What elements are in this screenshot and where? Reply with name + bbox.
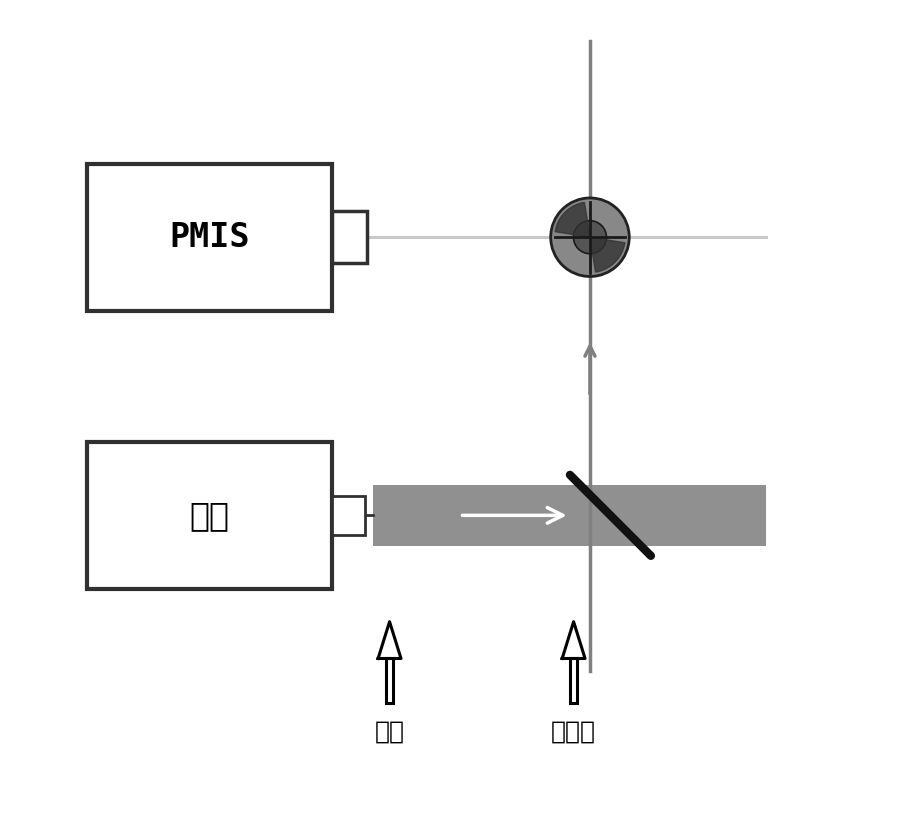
Bar [332,496,365,535]
Text: PMIS: PMIS [169,221,250,254]
Polygon shape [555,202,590,237]
Circle shape [573,221,606,254]
Bar [332,211,367,263]
Polygon shape [379,622,401,658]
Polygon shape [590,237,625,272]
Bar [86,442,332,589]
Text: 反射镜: 反射镜 [551,720,596,744]
Bar [373,484,766,546]
Circle shape [551,198,629,276]
Text: 激光: 激光 [189,499,229,532]
Text: 导轨: 导轨 [375,720,405,744]
Polygon shape [562,622,585,658]
Bar [386,658,393,703]
Bar [86,164,332,311]
Bar [571,658,577,703]
